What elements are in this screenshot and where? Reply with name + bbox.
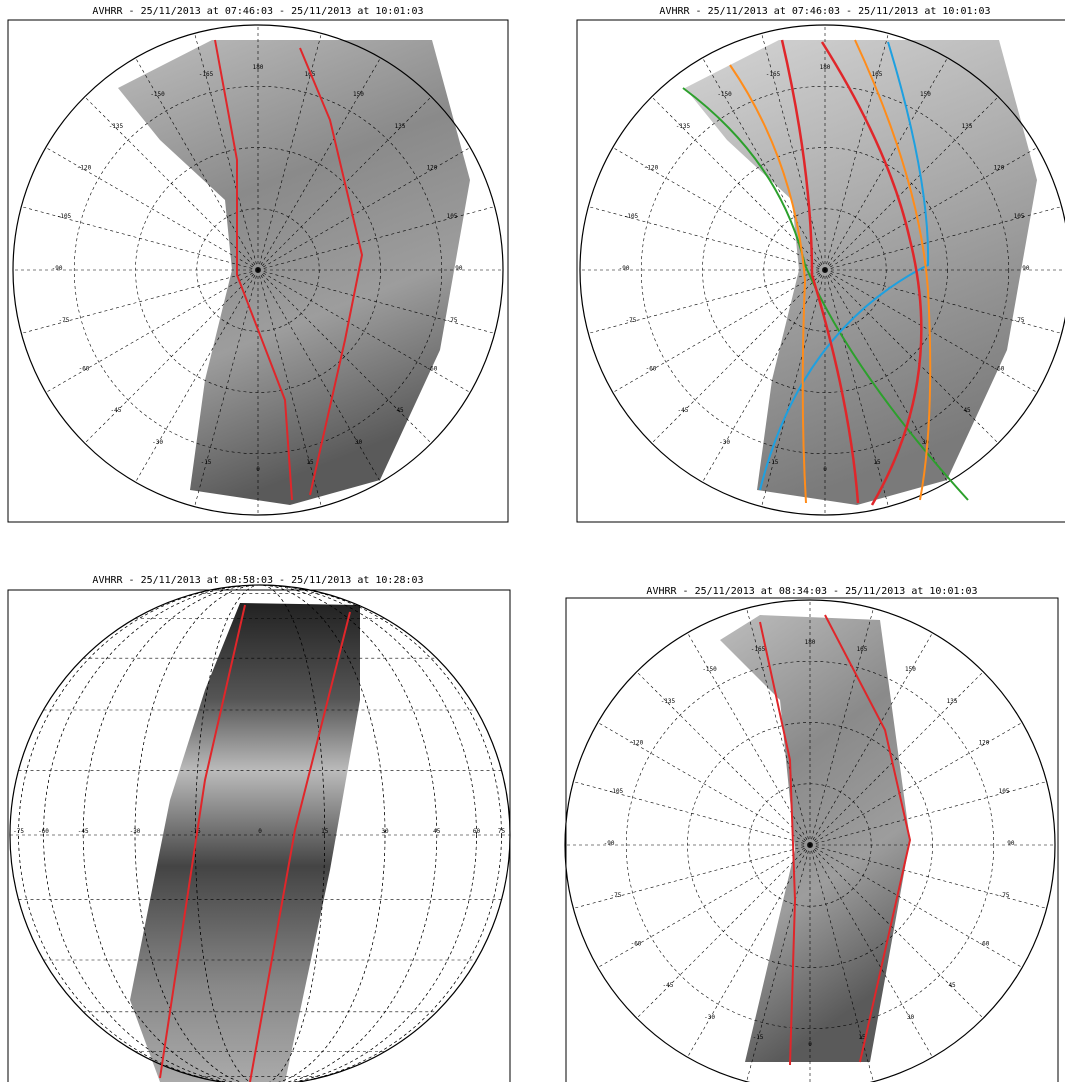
longitude-label: -120 (77, 165, 92, 172)
longitude-label: -120 (644, 165, 659, 172)
longitude-label: 30 (381, 828, 389, 835)
longitude-label: 45 (948, 982, 956, 989)
longitude-label: -75 (447, 317, 458, 324)
longitude-label: 75 (498, 828, 506, 835)
longitude-label: -30 (704, 1014, 715, 1021)
longitude-label: 90 (455, 265, 463, 272)
longitude-label: 105 (1014, 213, 1025, 220)
longitude-label: 45 (963, 407, 971, 414)
longitude-label: 0 (256, 466, 260, 473)
panel: AVHRR - 25/11/2013 at 08:58:03 - 25/11/2… (8, 575, 510, 1082)
longitude-label: 45 (396, 407, 404, 414)
longitude-label: -60 (79, 365, 90, 372)
longitude-label: 165 (872, 71, 883, 78)
longitude-label: -30 (719, 439, 730, 446)
meridian (573, 845, 810, 908)
longitude-label: -150 (717, 91, 732, 98)
longitude-label: -60 (646, 365, 657, 372)
longitude-label: -75 (611, 892, 622, 899)
longitude-label: -15 (201, 459, 212, 466)
longitude-label: -45 (663, 982, 674, 989)
longitude-label: -105 (624, 213, 639, 220)
panel-title: AVHRR - 25/11/2013 at 07:46:03 - 25/11/2… (659, 6, 990, 17)
longitude-label: -15 (753, 1034, 764, 1041)
longitude-label: 105 (447, 213, 458, 220)
longitude-label: 180 (820, 64, 831, 71)
longitude-label: -45 (111, 407, 122, 414)
longitude-label: -75 (1014, 317, 1025, 324)
longitude-label: 15 (873, 459, 881, 466)
longitude-label: -75 (999, 892, 1010, 899)
longitude-label: -90 (619, 265, 630, 272)
swath (130, 603, 360, 1082)
swath (720, 615, 910, 1062)
longitude-label: -135 (661, 698, 676, 705)
longitude-label: 60 (473, 828, 481, 835)
longitude-label: 45 (433, 828, 441, 835)
longitude-label: 30 (907, 1014, 915, 1021)
longitude-label: -135 (109, 123, 124, 130)
longitude-label: -165 (751, 646, 766, 653)
longitude-label: 135 (962, 123, 973, 130)
panel: AVHRR - 25/11/2013 at 07:46:03 - 25/11/2… (577, 6, 1065, 522)
longitude-label: -105 (609, 788, 624, 795)
panel-title: AVHRR - 25/11/2013 at 08:58:03 - 25/11/2… (92, 575, 423, 586)
longitude-label: 90 (1007, 840, 1015, 847)
longitude-label: 120 (427, 165, 438, 172)
longitude-label: 165 (857, 646, 868, 653)
longitude-label: -60 (979, 940, 990, 947)
longitude-label: -60 (994, 365, 1005, 372)
panel-title: AVHRR - 25/11/2013 at 07:46:03 - 25/11/2… (92, 6, 423, 17)
longitude-label: -90 (52, 265, 63, 272)
longitude-label: -60 (631, 940, 642, 947)
longitude-label: 30 (355, 439, 363, 446)
longitude-label: -75 (13, 828, 24, 835)
longitude-label: -105 (57, 213, 72, 220)
longitude-label: 150 (353, 91, 364, 98)
longitude-label: -165 (199, 71, 214, 78)
longitude-label: -135 (676, 123, 691, 130)
longitude-label: -60 (427, 365, 438, 372)
longitude-label: 120 (979, 740, 990, 747)
longitude-label: -15 (190, 828, 201, 835)
longitude-label: -75 (626, 317, 637, 324)
longitude-label: -60 (38, 828, 49, 835)
panel-title: AVHRR - 25/11/2013 at 08:34:03 - 25/11/2… (646, 586, 977, 597)
longitude-label: -90 (604, 840, 615, 847)
longitude-label: -150 (702, 666, 717, 673)
longitude-label: 15 (306, 459, 314, 466)
longitude-label: -45 (678, 407, 689, 414)
longitude-label: 150 (920, 91, 931, 98)
longitude-label: 180 (805, 639, 816, 646)
longitude-label: 90 (1022, 265, 1030, 272)
longitude-label: 135 (947, 698, 958, 705)
longitude-label: 0 (258, 828, 262, 835)
longitude-label: -75 (59, 317, 70, 324)
swath (118, 40, 470, 505)
longitude-label: -120 (629, 740, 644, 747)
panel: AVHRR - 25/11/2013 at 07:46:03 - 25/11/2… (8, 6, 508, 522)
longitude-label: 120 (994, 165, 1005, 172)
longitude-label: -30 (130, 828, 141, 835)
longitude-label: 135 (395, 123, 406, 130)
longitude-label: 0 (823, 466, 827, 473)
longitude-label: -165 (766, 71, 781, 78)
longitude-label: -45 (78, 828, 89, 835)
longitude-label: 150 (905, 666, 916, 673)
longitude-label: 0 (808, 1041, 812, 1048)
panel: AVHRR - 25/11/2013 at 08:34:03 - 25/11/2… (565, 586, 1058, 1082)
longitude-label: -30 (152, 439, 163, 446)
figure: AVHRR - 25/11/2013 at 07:46:03 - 25/11/2… (0, 0, 1065, 1082)
longitude-label: -150 (150, 91, 165, 98)
longitude-label: 180 (253, 64, 264, 71)
longitude-label: 15 (321, 828, 329, 835)
longitude-label: 105 (999, 788, 1010, 795)
